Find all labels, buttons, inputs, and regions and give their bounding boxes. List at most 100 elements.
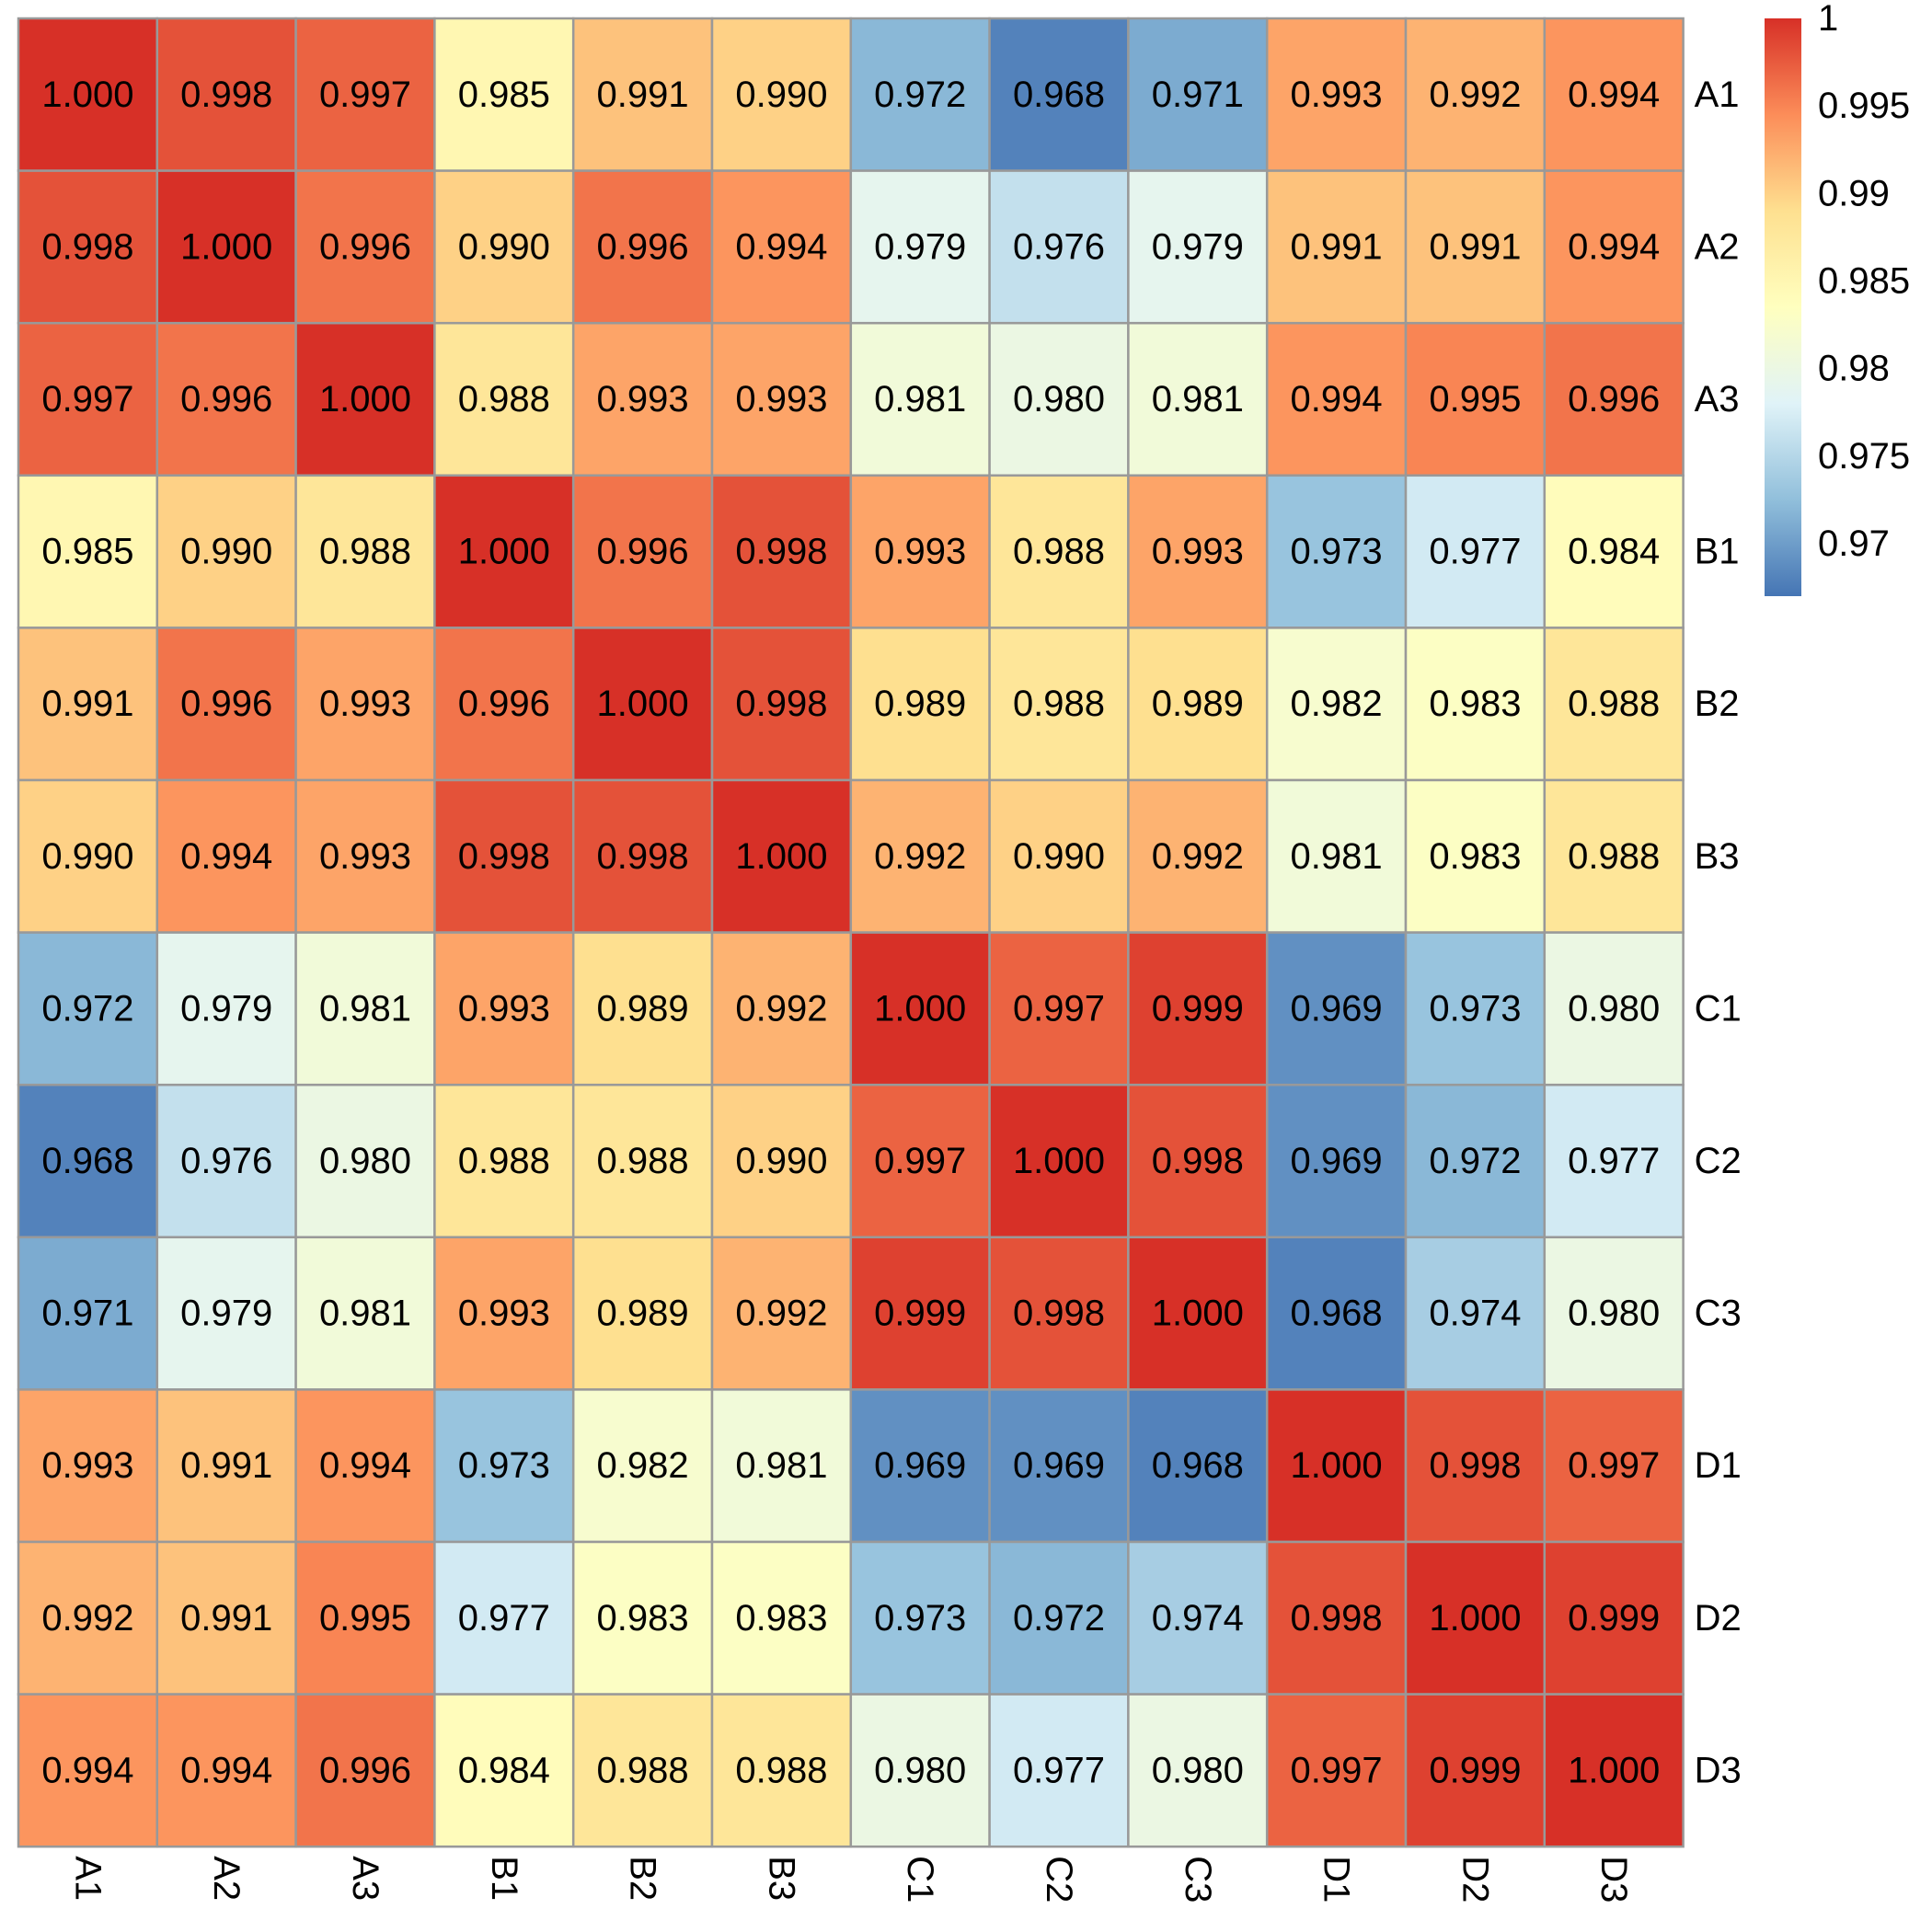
heatmap-cell-C3-A1 <box>17 1236 159 1391</box>
heatmap-cell-A3-C1 <box>849 321 991 477</box>
cell-value-label: 0.971 <box>1152 75 1244 115</box>
cell-value-label: 1.000 <box>41 75 133 115</box>
cell-value-label: 0.982 <box>1291 684 1383 724</box>
cell-value-label: 1.000 <box>1152 1294 1244 1334</box>
heatmap-cell-C3-C2 <box>988 1236 1130 1391</box>
cell-value-label: 0.981 <box>319 988 411 1029</box>
cell-value-label: 0.996 <box>180 684 272 724</box>
heatmap-cell-A1-A1 <box>17 17 159 172</box>
cell-value-label: 0.998 <box>735 532 827 572</box>
heatmap-cell-D2-C1 <box>849 1540 991 1696</box>
heatmap-cell-A2-D1 <box>1265 169 1408 325</box>
cell-value-label: 0.984 <box>1568 532 1660 572</box>
cell-value-label: 0.972 <box>41 988 133 1029</box>
cell-value-label: 0.988 <box>1568 836 1660 877</box>
cell-value-label: 0.981 <box>735 1445 827 1486</box>
column-label-D3: D3 <box>1593 1856 1634 1903</box>
heatmap-cell-B1-C1 <box>849 474 991 629</box>
heatmap-cell-D2-D1 <box>1265 1540 1408 1696</box>
heatmap-cell-C1-A2 <box>155 931 297 1087</box>
heatmap-cell-D3-A3 <box>294 1693 436 1848</box>
heatmap-cell-A2-D2 <box>1404 169 1547 325</box>
heatmap-cell-B3-A1 <box>17 778 159 934</box>
color-legend: 1 0.995 0.99 0.985 0.98 0.975 0.97 <box>1765 0 1910 596</box>
heatmap-cell-C1-D3 <box>1543 931 1685 1087</box>
heatmap-cell-C2-D3 <box>1543 1083 1685 1239</box>
cell-value-label: 0.998 <box>1429 1445 1521 1486</box>
heatmap-cell-A1-A3 <box>294 17 436 172</box>
cell-value-label: 0.997 <box>1568 1445 1660 1486</box>
heatmap-cell-C3-D3 <box>1543 1236 1685 1391</box>
cell-value-label: 0.973 <box>458 1445 550 1486</box>
cell-value-label: 0.991 <box>180 1598 272 1639</box>
heatmap-cell-C3-C3 <box>1127 1236 1269 1391</box>
heatmap-cell-D3-C1 <box>849 1693 991 1848</box>
heatmap-cell-A1-C2 <box>988 17 1130 172</box>
cell-value-label: 0.994 <box>41 1750 133 1790</box>
legend-color-bar <box>1765 18 1801 596</box>
heatmap-cell-A1-A2 <box>155 17 297 172</box>
row-label-D2: D2 <box>1695 1598 1742 1639</box>
heatmap-cell-C2-D2 <box>1404 1083 1547 1239</box>
cell-value-label: 0.993 <box>597 379 689 420</box>
cell-value-label: 1.000 <box>1291 1445 1383 1486</box>
legend-tick-label: 1 <box>1818 0 1838 39</box>
cell-value-label: 0.994 <box>180 836 272 877</box>
cell-value-label: 0.996 <box>180 379 272 420</box>
heatmap-cell-A2-C1 <box>849 169 991 325</box>
heatmap-cell-D1-C2 <box>988 1388 1130 1544</box>
cell-value-label: 0.993 <box>1291 75 1383 115</box>
heatmap-cell-D1-D3 <box>1543 1388 1685 1544</box>
cell-value-label: 0.981 <box>1291 836 1383 877</box>
column-label-A2: A2 <box>206 1856 247 1901</box>
cell-value-label: 0.979 <box>1152 226 1244 267</box>
heatmap-cell-D2-A2 <box>155 1540 297 1696</box>
heatmap-cell-B3-B3 <box>710 778 853 934</box>
heatmap-cell-C3-C1 <box>849 1236 991 1391</box>
heatmap-cell-D1-B1 <box>433 1388 575 1544</box>
heatmap-cell-B1-C3 <box>1127 474 1269 629</box>
cell-value-label: 0.980 <box>1013 379 1105 420</box>
heatmap-cell-D2-A3 <box>294 1540 436 1696</box>
cell-value-label: 0.998 <box>1152 1141 1244 1181</box>
heatmap-cell-C2-B1 <box>433 1083 575 1239</box>
legend-tick-label: 0.985 <box>1818 260 1910 301</box>
heatmap-cell-A2-D3 <box>1543 169 1685 325</box>
heatmap-cell-B3-C2 <box>988 778 1130 934</box>
heatmap-cell-D1-D1 <box>1265 1388 1408 1544</box>
heatmap-cell-C1-B1 <box>433 931 575 1087</box>
cell-value-label: 0.994 <box>180 1750 272 1790</box>
cell-value-label: 0.990 <box>180 532 272 572</box>
cell-value-label: 0.968 <box>1013 75 1105 115</box>
cell-value-label: 0.988 <box>735 1750 827 1790</box>
cell-value-label: 0.979 <box>874 226 966 267</box>
heatmap-cell-D1-A2 <box>155 1388 297 1544</box>
heatmap-cell-D1-B2 <box>571 1388 714 1544</box>
cell-value-label: 0.990 <box>41 836 133 877</box>
cell-value-label: 0.985 <box>41 532 133 572</box>
heatmap-cell-D3-D1 <box>1265 1693 1408 1848</box>
cell-value-label: 0.991 <box>597 75 689 115</box>
heatmap-cell-B1-B1 <box>433 474 575 629</box>
cell-value-label: 0.983 <box>1429 836 1521 877</box>
cell-value-label: 0.991 <box>1429 226 1521 267</box>
cell-value-label: 1.000 <box>1013 1141 1105 1181</box>
column-label-C2: C2 <box>1039 1856 1079 1903</box>
cell-value-label: 0.988 <box>597 1141 689 1181</box>
heatmap-cell-C2-B2 <box>571 1083 714 1239</box>
column-label-A3: A3 <box>345 1856 385 1901</box>
cell-value-label: 0.969 <box>874 1445 966 1486</box>
heatmap-cell-D3-A2 <box>155 1693 297 1848</box>
cell-value-label: 0.988 <box>319 532 411 572</box>
cell-value-label: 0.992 <box>735 1294 827 1334</box>
heatmap-cell-A3-D3 <box>1543 321 1685 477</box>
column-label-A1: A1 <box>67 1856 108 1901</box>
row-label-B3: B3 <box>1695 836 1740 877</box>
cell-value-label: 0.997 <box>41 379 133 420</box>
heatmap-cell-A1-D3 <box>1543 17 1685 172</box>
cell-value-label: 0.977 <box>1013 1750 1105 1790</box>
heatmap-cell-A1-B1 <box>433 17 575 172</box>
cell-value-label: 0.997 <box>1013 988 1105 1029</box>
cell-value-label: 0.981 <box>1152 379 1244 420</box>
